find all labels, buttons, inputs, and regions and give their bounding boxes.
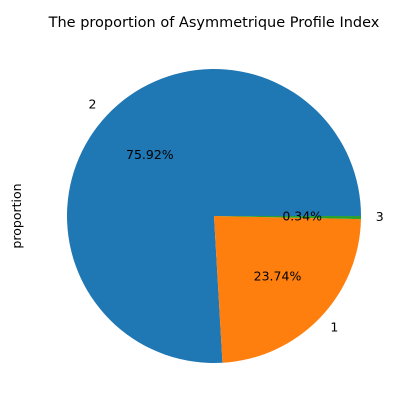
- y-axis-label: proportion: [9, 183, 24, 248]
- pie-labels: 2 75.92% 1 23.74% 3 0.34%: [88, 97, 383, 335]
- chart-title: The proportion of Asymmetrique Profile I…: [48, 15, 380, 31]
- pie-slices: [66, 69, 361, 364]
- slice-percent-label-3: 0.34%: [282, 208, 322, 223]
- slice-category-label-2: 2: [88, 97, 96, 112]
- slice-category-label-1: 1: [330, 320, 338, 335]
- pie-slice-2: [66, 69, 361, 364]
- pie-slice-1: [214, 216, 361, 363]
- slice-percent-label-1: 23.74%: [254, 269, 302, 284]
- pie-slice-3: [214, 216, 361, 220]
- slice-percent-label-2: 75.92%: [126, 147, 174, 162]
- slice-category-label-3: 3: [376, 209, 384, 224]
